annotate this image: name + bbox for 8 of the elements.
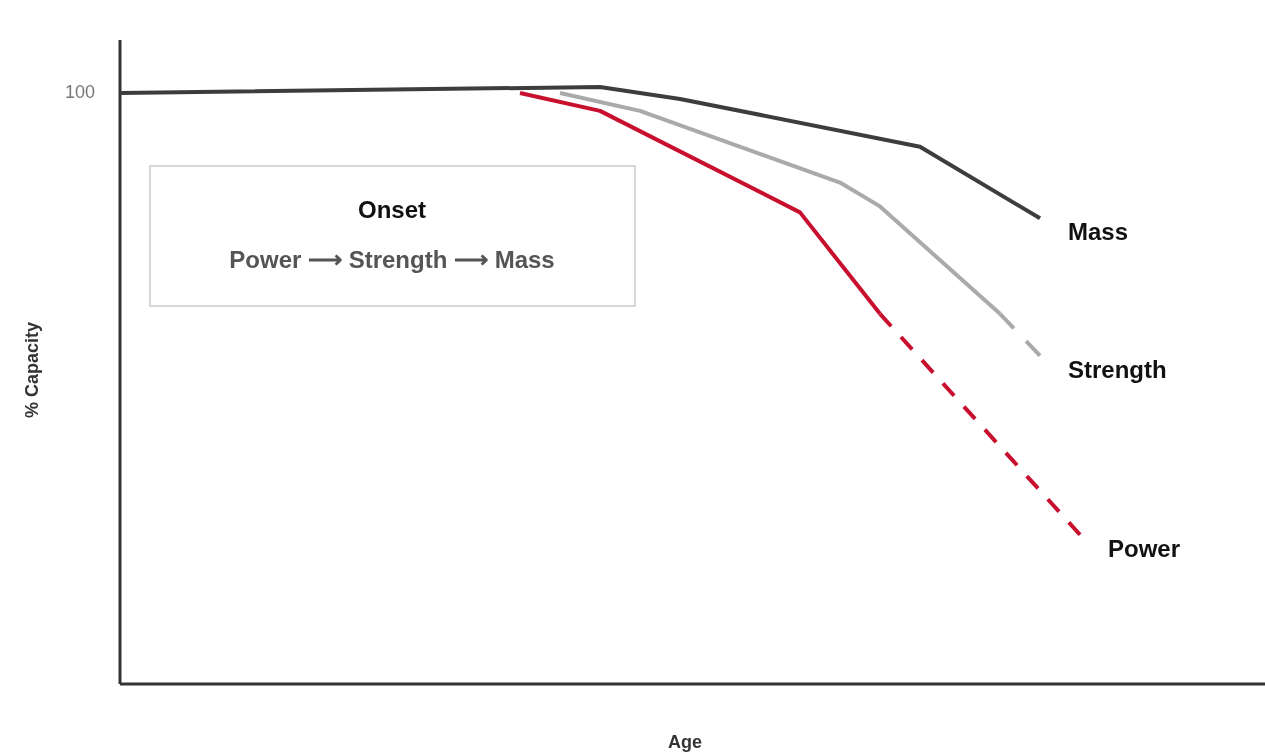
y-axis-title: % Capacity xyxy=(22,321,42,419)
annotation: Power ⟶ Strength ⟶ Mass xyxy=(229,246,555,273)
series-label: Mass xyxy=(1068,218,1129,246)
series-label: Strength xyxy=(1068,355,1167,383)
x-axis-title: Age xyxy=(667,732,703,752)
series-label: Power xyxy=(1108,534,1181,562)
annotation: Onset xyxy=(357,196,427,223)
text: 100 xyxy=(64,82,95,102)
